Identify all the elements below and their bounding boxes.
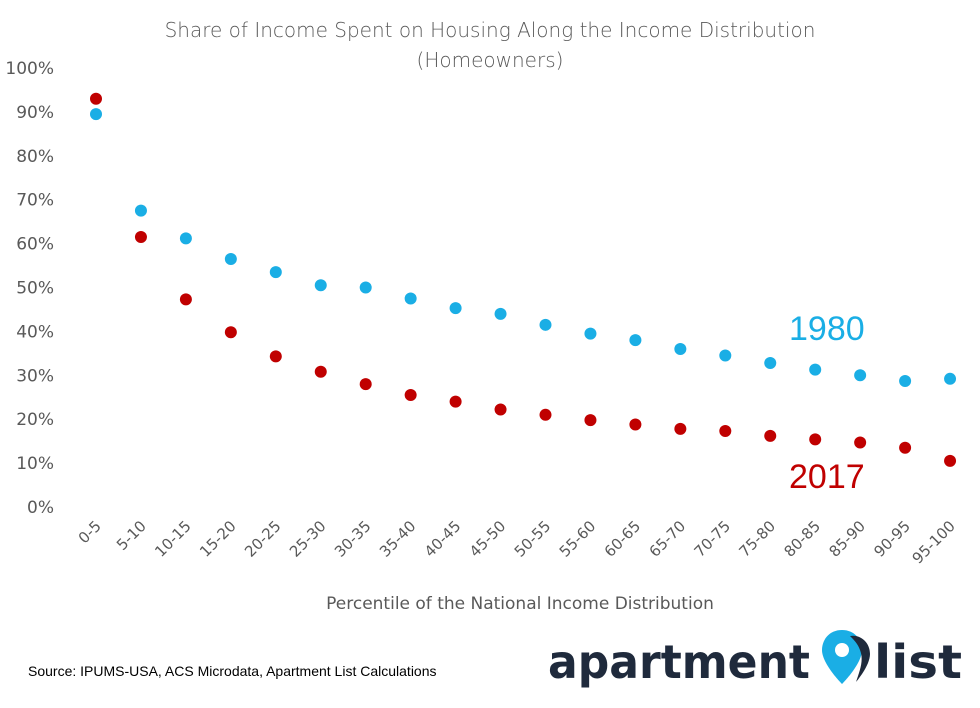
chart-title: Share of Income Spent on Housing Along t… <box>165 18 816 42</box>
point-1980-20-25 <box>269 266 282 279</box>
x-tick-label: 55-60 <box>556 517 600 561</box>
y-tick-label: 60% <box>16 235 54 255</box>
point-1980-45-50 <box>494 307 507 320</box>
point-1980-35-40 <box>404 292 417 305</box>
y-tick-label: 50% <box>16 279 54 299</box>
y-tick-label: 0% <box>27 498 54 518</box>
point-2017-35-40 <box>404 389 417 402</box>
y-tick-label: 70% <box>16 191 54 211</box>
y-axis: 0% 10% 20% 30% 40% 50% 60% 70% 80% 90% 100% <box>5 59 54 518</box>
point-2017-30-35 <box>359 378 372 391</box>
y-tick-label: 20% <box>16 410 54 430</box>
x-tick-label: 70-75 <box>691 517 735 561</box>
point-1980-15-20 <box>224 252 237 265</box>
point-1980-80-85 <box>809 363 822 376</box>
point-2017-60-65 <box>629 418 642 431</box>
point-1980-70-75 <box>719 349 732 362</box>
x-tick-label: 20-25 <box>241 517 285 561</box>
point-1980-85-90 <box>854 369 867 382</box>
point-1980-55-60 <box>584 327 597 340</box>
point-1980-40-45 <box>449 302 462 315</box>
logo-word-list: list <box>874 635 962 689</box>
point-1980-10-15 <box>179 232 192 245</box>
point-1980-95-100 <box>944 372 957 385</box>
x-tick-label: 5-10 <box>113 517 150 554</box>
x-tick-label: 50-55 <box>511 517 555 561</box>
point-2017-70-75 <box>719 425 732 438</box>
plot-area <box>90 92 957 467</box>
y-tick-label: 10% <box>16 454 54 474</box>
point-2017-65-70 <box>674 422 687 435</box>
y-tick-label: 80% <box>16 147 54 167</box>
point-2017-75-80 <box>764 429 777 442</box>
x-tick-label: 15-20 <box>196 517 240 561</box>
point-2017-90-95 <box>899 441 912 454</box>
point-2017-85-90 <box>854 436 867 449</box>
y-tick-label: 90% <box>16 103 54 123</box>
point-2017-45-50 <box>494 403 507 416</box>
x-tick-label: 25-30 <box>286 517 330 561</box>
point-1980-50-55 <box>539 318 552 331</box>
point-1980-60-65 <box>629 334 642 347</box>
x-tick-label: 95-100 <box>909 517 959 567</box>
x-tick-label: 75-80 <box>736 517 780 561</box>
x-tick-label: 85-90 <box>825 517 869 561</box>
chart-subtitle: (Homeowners) <box>417 48 564 72</box>
point-1980-65-70 <box>674 342 687 355</box>
x-tick-label: 0-5 <box>75 517 105 547</box>
point-2017-15-20 <box>224 326 237 339</box>
y-tick-label: 100% <box>5 59 54 79</box>
point-2017-25-30 <box>314 365 327 378</box>
point-2017-40-45 <box>449 395 462 408</box>
point-2017-5-10 <box>134 231 147 244</box>
x-tick-label: 80-85 <box>780 517 824 561</box>
x-tick-label: 30-35 <box>331 517 375 561</box>
x-axis-label: Percentile of the National Income Distri… <box>326 594 714 614</box>
point-2017-10-15 <box>179 293 192 306</box>
point-2017-50-55 <box>539 408 552 421</box>
x-tick-label: 65-70 <box>646 517 690 561</box>
logo-word-apartment: apartment <box>548 635 810 689</box>
y-tick-label: 30% <box>16 366 54 386</box>
point-1980-90-95 <box>899 375 912 388</box>
source-note: Source: IPUMS-USA, ACS Microdata, Apartm… <box>28 663 437 679</box>
point-2017-0-5 <box>90 92 102 105</box>
series-label-1980: 1980 <box>789 310 865 348</box>
x-tick-label: 90-95 <box>870 517 914 561</box>
x-tick-label: 35-40 <box>376 517 420 561</box>
x-tick-label: 40-45 <box>421 517 465 561</box>
x-tick-label: 10-15 <box>151 517 195 561</box>
point-2017-20-25 <box>269 350 282 363</box>
x-tick-label: 45-50 <box>466 517 510 561</box>
map-pin-icon <box>822 630 870 684</box>
y-tick-label: 40% <box>16 322 54 342</box>
series-label-2017: 2017 <box>789 458 865 496</box>
point-1980-25-30 <box>314 279 327 292</box>
point-1980-5-10 <box>134 204 147 217</box>
x-axis: 0-5 5-10 10-15 15-20 20-25 25-30 30-35 35-40 40-… <box>75 517 959 567</box>
point-1980-75-80 <box>764 357 777 370</box>
apartment-list-logo: apartment list <box>548 630 962 689</box>
x-tick-label: 60-65 <box>601 517 645 561</box>
point-2017-95-100 <box>944 454 957 467</box>
point-2017-80-85 <box>809 433 822 446</box>
point-1980-30-35 <box>359 281 372 294</box>
point-2017-55-60 <box>584 414 597 427</box>
point-1980-0-5 <box>90 108 102 121</box>
